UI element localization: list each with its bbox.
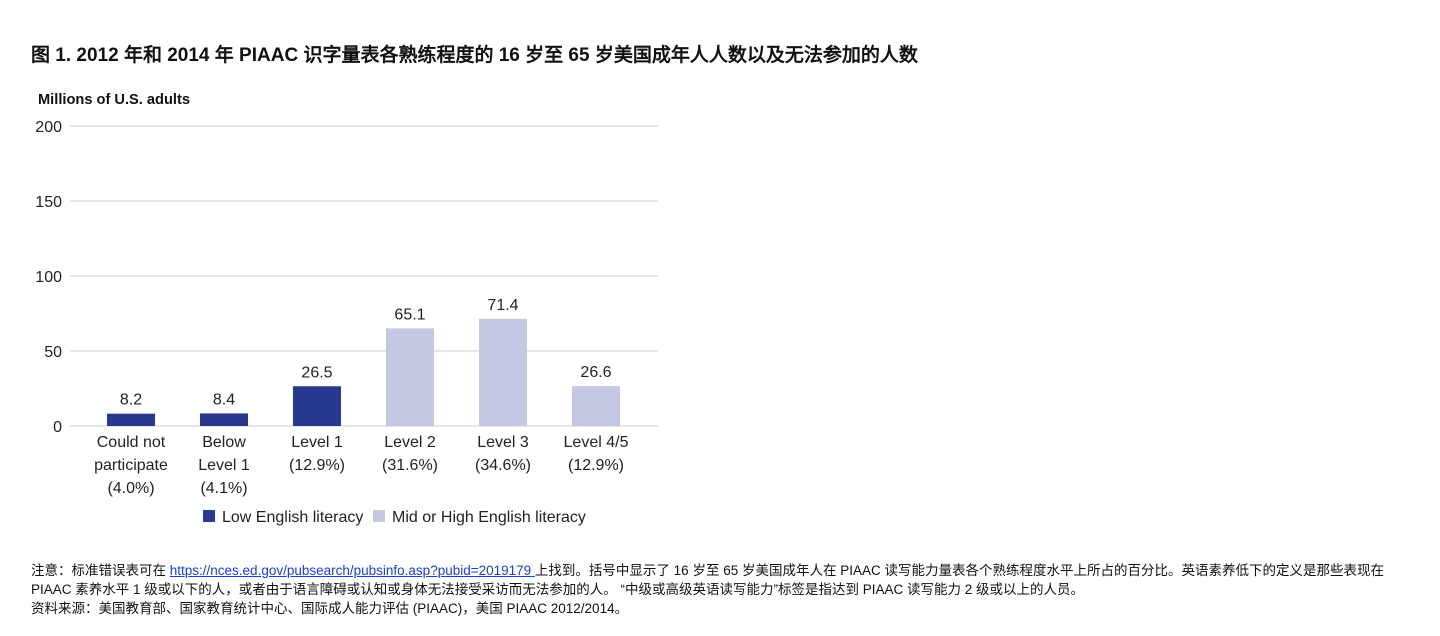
x-tick-label: Level 1: [291, 434, 343, 451]
bar: [479, 318, 527, 426]
bar: [572, 386, 620, 426]
y-axis-label: Millions of U.S. adults: [38, 91, 190, 108]
data-label: 71.4: [487, 297, 518, 314]
x-tick-label: (34.6%): [475, 457, 531, 474]
y-tick-label: 200: [35, 119, 62, 136]
note-suffix: 上找到。括号中显示了 16 岁至 65 岁美国成年人在 PIAAC 读写能力量表…: [31, 563, 1384, 597]
bar: [293, 386, 341, 426]
y-tick-label: 150: [35, 194, 62, 211]
data-label: 8.2: [120, 392, 142, 409]
figure-title: 图 1. 2012 年和 2014 年 PIAAC 识字量表各熟练程度的 16 …: [31, 45, 918, 66]
bar-chart: Millions of U.S. adults 0 50 100 150 200 8.2…: [35, 91, 658, 526]
legend-label: Low English literacy: [222, 509, 363, 526]
note-text: 注意：标准错误表可在 https://nces.ed.gov/pubsearch…: [31, 561, 1421, 599]
x-tick-label: (4.0%): [107, 480, 154, 497]
x-tick-label: (4.1%): [200, 480, 247, 497]
data-labels: 8.2 8.4 26.5 65.1 71.4 26.6: [120, 297, 612, 409]
x-tick-labels: Could not participate (4.0%) Below Level 1 (4…: [94, 434, 628, 497]
y-tick-label: 50: [44, 344, 62, 361]
x-tick-label: (31.6%): [382, 457, 438, 474]
bar: [386, 328, 434, 426]
bar: [107, 413, 155, 426]
y-tick-label: 0: [53, 419, 62, 436]
data-label: 26.5: [301, 364, 332, 381]
legend-swatch: [373, 510, 385, 522]
bars: [107, 318, 620, 426]
legend-label: Mid or High English literacy: [392, 509, 586, 526]
x-tick-label: Level 3: [477, 434, 529, 451]
x-tick-label: Level 1: [198, 457, 250, 474]
gridlines: [70, 125, 658, 427]
legend: Low English literacy Mid or High English …: [203, 509, 586, 526]
bar: [200, 413, 248, 426]
data-label: 8.4: [213, 391, 235, 408]
x-tick-label: Level 4/5: [564, 434, 629, 451]
y-tick-labels: 0 50 100 150 200: [35, 119, 62, 436]
y-tick-label: 100: [35, 269, 62, 286]
figure-notes: 注意：标准错误表可在 https://nces.ed.gov/pubsearch…: [31, 561, 1421, 618]
note-prefix: 注意：标准错误表可在: [31, 563, 170, 578]
x-tick-label: Could not: [97, 434, 166, 451]
legend-swatch: [203, 510, 215, 522]
note-link[interactable]: https://nces.ed.gov/pubsearch/pubsinfo.a…: [169, 563, 535, 578]
data-label: 65.1: [394, 306, 425, 323]
x-tick-label: participate: [94, 457, 168, 474]
x-tick-label: Below: [202, 434, 246, 451]
x-tick-label: Level 2: [384, 434, 436, 451]
source-text: 资料来源：美国教育部、国家教育统计中心、国际成人能力评估 (PIAAC)，美国 …: [31, 601, 629, 616]
x-tick-label: (12.9%): [568, 457, 624, 474]
x-tick-label: (12.9%): [289, 457, 345, 474]
data-label: 26.6: [580, 364, 611, 381]
